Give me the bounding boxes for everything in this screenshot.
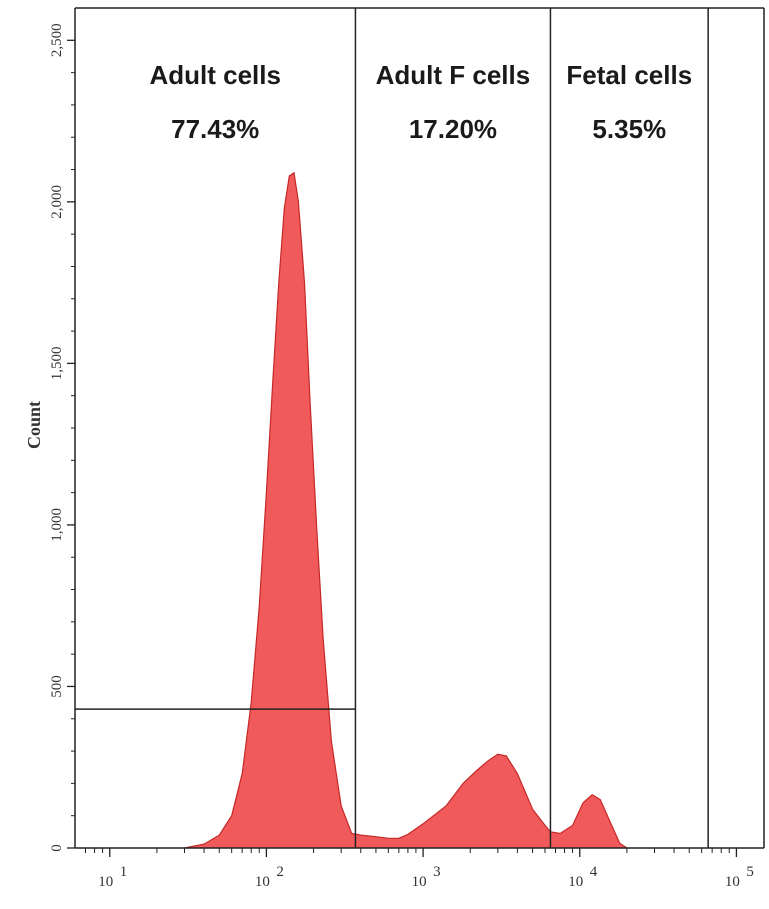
x-tick-label-1: 10	[255, 874, 270, 890]
gate-name-1: Adult F cells	[376, 60, 531, 90]
x-tick-label-3: 10	[568, 874, 583, 890]
histogram-outline-series-0	[184, 171, 628, 849]
gate-name-2: Fetal cells	[566, 60, 692, 90]
x-tick-exponent-2: 3	[433, 864, 441, 880]
labels-layer: Adult cells 77.43% Adult F cells 17.20% Feta…	[49, 23, 754, 890]
x-tick-label-2: 10	[412, 874, 427, 890]
gate-percent-0: 77.43%	[171, 114, 259, 144]
x-tick-label-4: 10	[725, 874, 740, 890]
y-tick-label-2: 1,000	[49, 508, 65, 542]
x-tick-exponent-4: 5	[746, 864, 754, 880]
y-axis-title: Count	[24, 401, 44, 449]
gate-percent-1: 17.20%	[409, 114, 497, 144]
x-tick-exponent-1: 2	[276, 864, 284, 880]
gate-name-0: Adult cells	[149, 60, 280, 90]
y-tick-label-4: 2,000	[49, 185, 65, 219]
gate-percent-2: 5.35%	[592, 114, 666, 144]
y-tick-label-3: 1,500	[49, 347, 65, 381]
y-tick-label-0: 0	[49, 844, 65, 852]
axis-ticks-layer	[67, 8, 764, 857]
y-tick-label-1: 500	[49, 675, 65, 698]
histogram-area-series-0	[184, 172, 627, 849]
histogram-area-layer	[184, 171, 628, 849]
x-tick-label-0: 10	[98, 874, 113, 890]
x-tick-exponent-3: 4	[590, 864, 598, 880]
x-tick-exponent-0: 1	[120, 864, 128, 880]
y-tick-label-5: 2,500	[49, 23, 65, 57]
gates-layer	[75, 7, 765, 848]
